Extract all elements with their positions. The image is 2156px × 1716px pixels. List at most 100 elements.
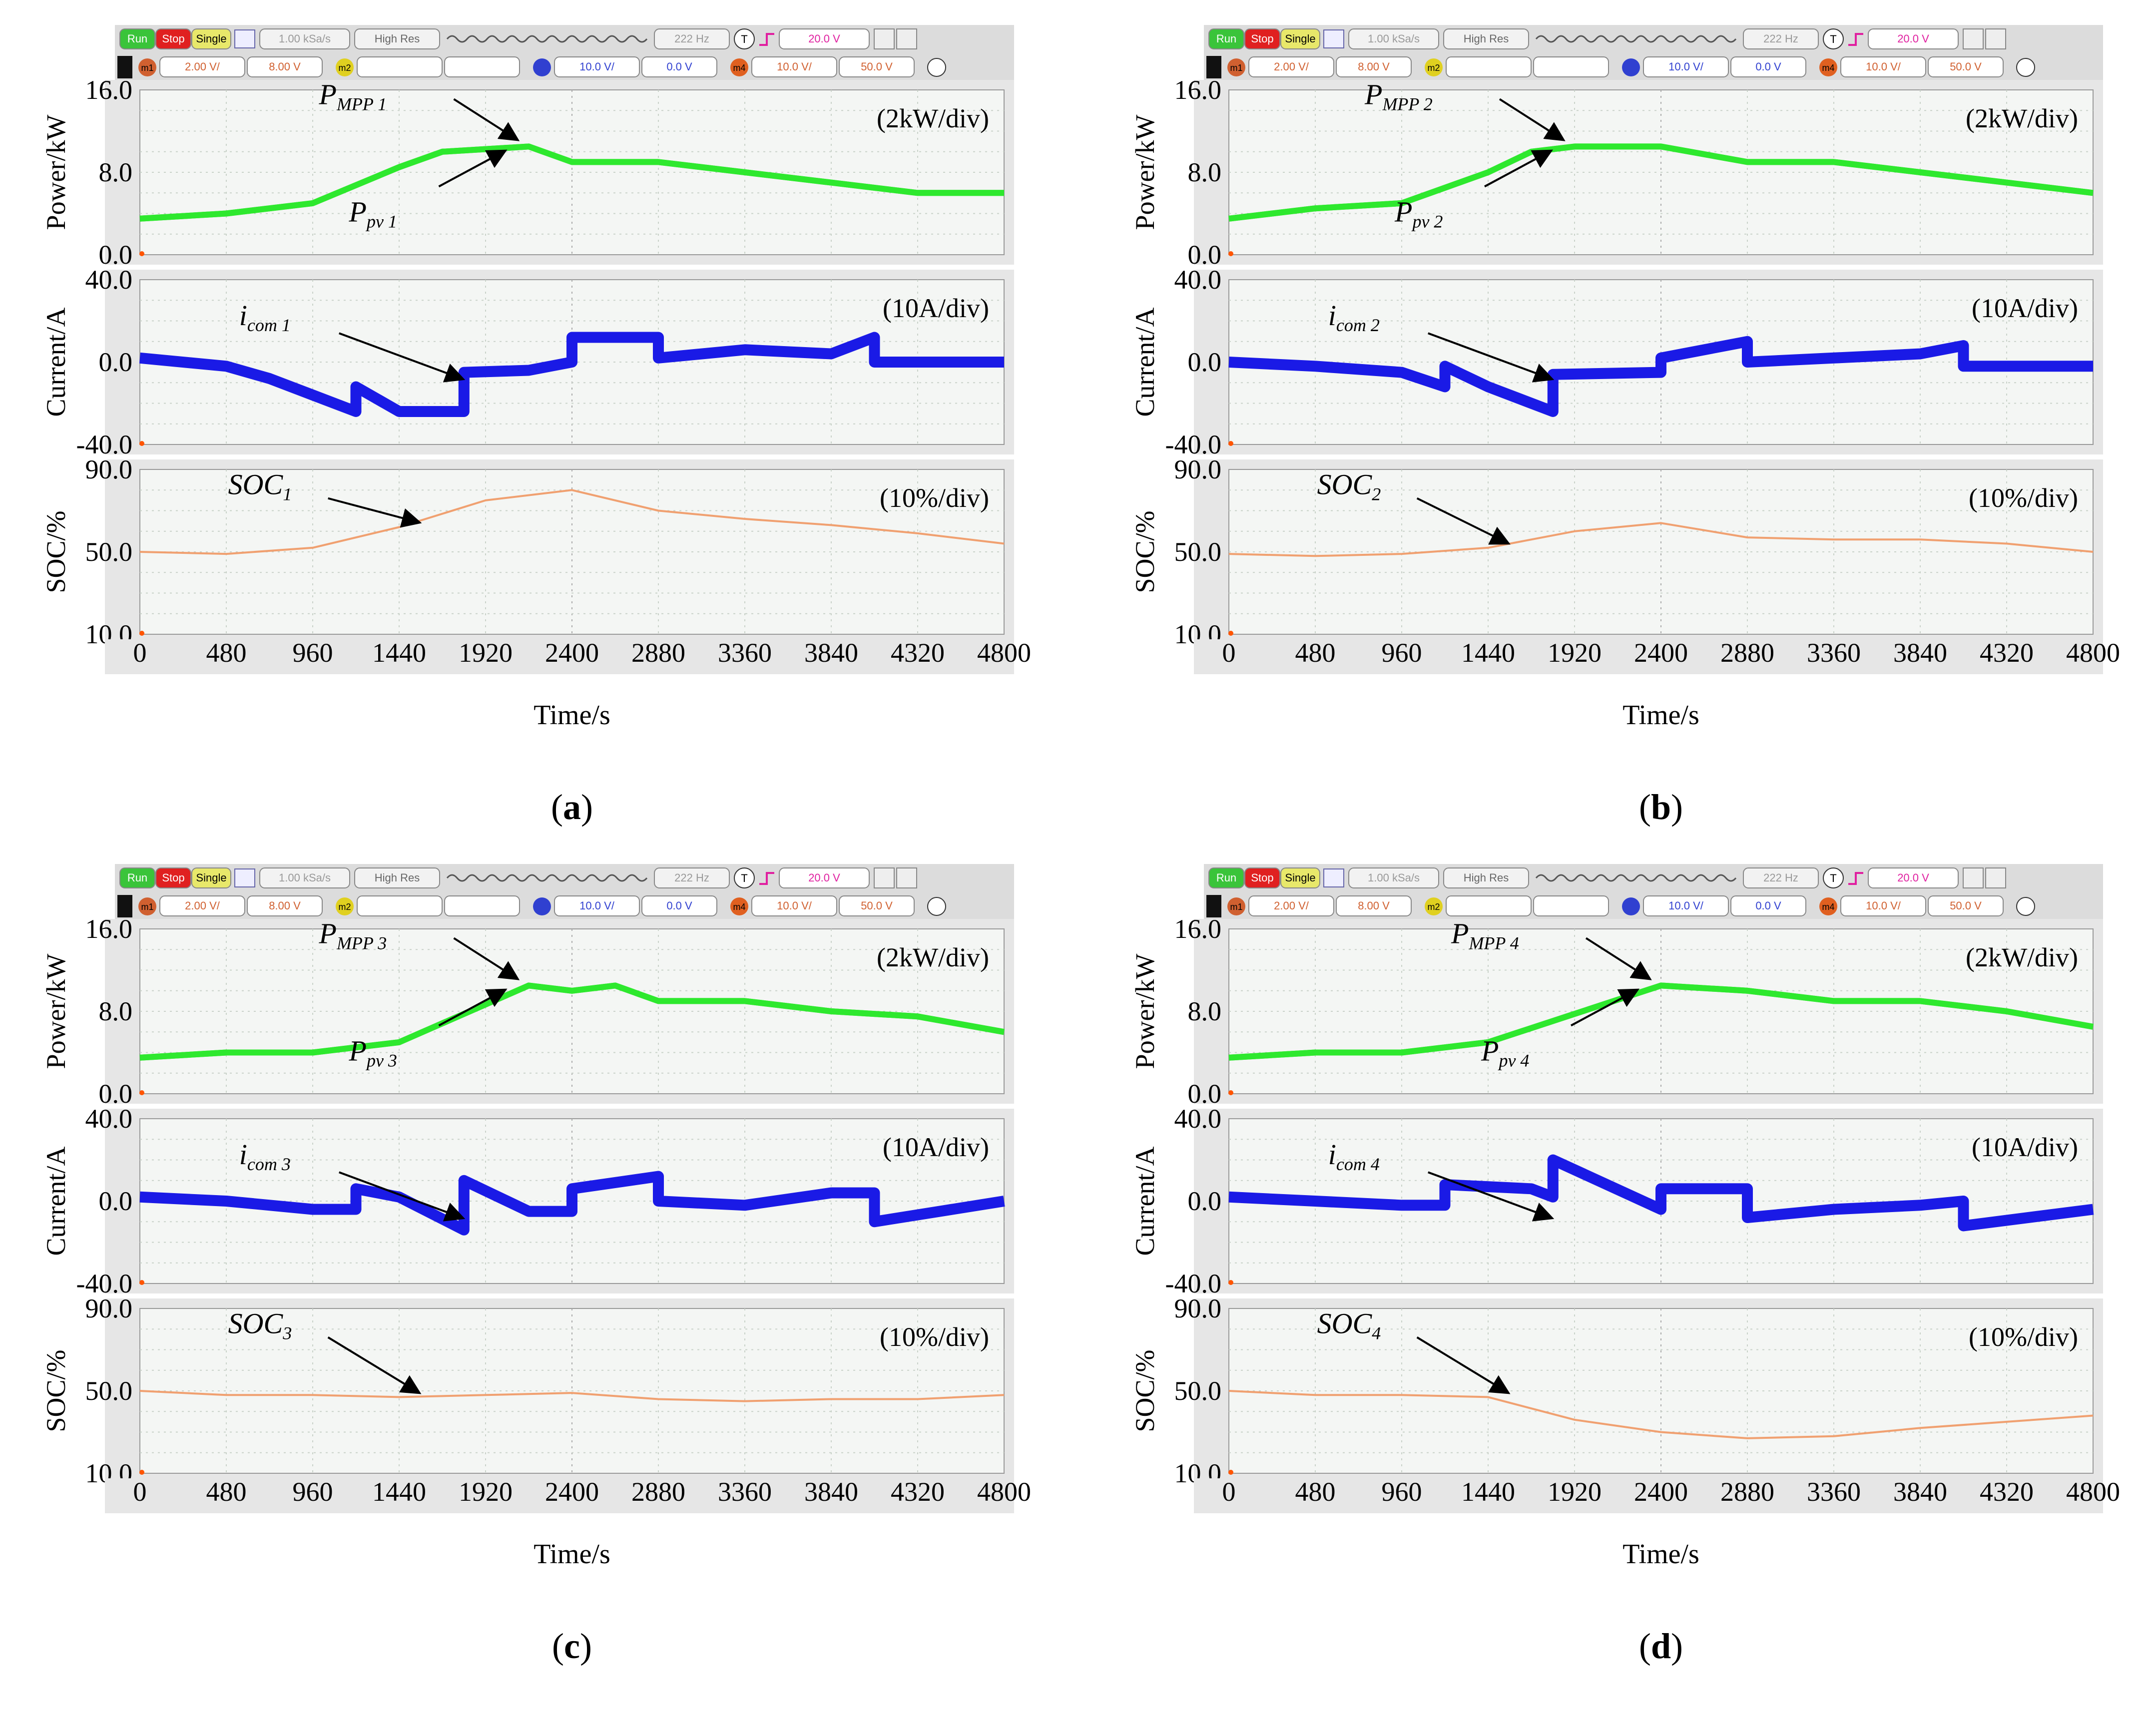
channel-badge-1[interactable] (138, 897, 156, 915)
trigger-icon[interactable] (1823, 28, 1844, 49)
channel-scale-3[interactable] (554, 895, 640, 916)
freq-readout[interactable] (654, 867, 730, 888)
channel-scale-3[interactable] (1643, 895, 1729, 916)
redo-icon[interactable] (896, 867, 917, 888)
undo-icon[interactable] (874, 867, 895, 888)
freq-readout[interactable] (1743, 867, 1819, 888)
channel-offset-1[interactable] (1336, 895, 1412, 916)
channel-scale-4[interactable] (751, 56, 837, 77)
channel-badge-2[interactable] (336, 58, 354, 76)
stop-button[interactable] (155, 28, 191, 49)
channel-offset-2[interactable] (1533, 56, 1609, 77)
channel-badge-2[interactable] (1425, 897, 1443, 915)
channel-offset-1[interactable] (247, 56, 323, 77)
channel-badge-1[interactable] (1227, 897, 1245, 915)
channel-scale-3[interactable] (554, 56, 640, 77)
acquire-icon[interactable] (1323, 868, 1344, 887)
channel-scale-2[interactable] (1446, 895, 1532, 916)
channel-badge-1[interactable] (1227, 58, 1245, 76)
redo-icon[interactable] (1985, 28, 2006, 49)
channel-menu-icon[interactable] (1206, 56, 1221, 78)
channel-badge-4[interactable] (730, 58, 748, 76)
run-button[interactable] (119, 867, 155, 888)
single-button[interactable] (1280, 28, 1320, 49)
acquire-icon[interactable] (234, 29, 255, 48)
channel-scale-4[interactable] (1840, 895, 1926, 916)
channel-offset-2[interactable] (444, 56, 520, 77)
channel-badge-3[interactable] (533, 58, 551, 76)
channel-offset-3[interactable] (641, 56, 717, 77)
single-button[interactable] (1280, 867, 1320, 888)
trigger-level-field[interactable] (779, 28, 870, 49)
channel-badge-4[interactable] (730, 897, 748, 915)
undo-icon[interactable] (1963, 28, 1984, 49)
add-channel-icon[interactable] (2016, 58, 2035, 77)
stop-button[interactable] (1244, 867, 1280, 888)
channel-menu-icon[interactable] (1206, 895, 1221, 917)
acq-mode-button[interactable] (1443, 867, 1529, 888)
sample-rate-field[interactable] (1348, 28, 1439, 49)
channel-offset-1[interactable] (1336, 56, 1412, 77)
trigger-level-field[interactable] (1868, 28, 1959, 49)
trigger-icon[interactable] (734, 28, 755, 49)
channel-offset-4[interactable] (839, 56, 915, 77)
redo-icon[interactable] (1985, 867, 2006, 888)
add-channel-icon[interactable] (927, 58, 946, 77)
channel-offset-4[interactable] (1928, 895, 2004, 916)
sample-rate-field[interactable] (259, 867, 350, 888)
freq-readout[interactable] (654, 28, 730, 49)
add-channel-icon[interactable] (927, 897, 946, 916)
channel-scale-1[interactable] (1248, 895, 1334, 916)
channel-offset-4[interactable] (839, 895, 915, 916)
sample-rate-field[interactable] (1348, 867, 1439, 888)
trigger-icon[interactable] (734, 867, 755, 888)
trigger-icon[interactable] (1823, 867, 1844, 888)
channel-offset-2[interactable] (1533, 895, 1609, 916)
add-channel-icon[interactable] (2016, 897, 2035, 916)
channel-offset-1[interactable] (247, 895, 323, 916)
channel-offset-4[interactable] (1928, 56, 2004, 77)
channel-badge-3[interactable] (1622, 58, 1640, 76)
channel-scale-2[interactable] (357, 56, 443, 77)
trigger-level-field[interactable] (1868, 867, 1959, 888)
single-button[interactable] (191, 867, 231, 888)
channel-scale-4[interactable] (751, 895, 837, 916)
channel-badge-3[interactable] (533, 897, 551, 915)
freq-readout[interactable] (1743, 28, 1819, 49)
acq-mode-button[interactable] (354, 867, 440, 888)
channel-badge-2[interactable] (336, 897, 354, 915)
run-button[interactable] (1208, 28, 1244, 49)
channel-scale-4[interactable] (1840, 56, 1926, 77)
acq-mode-button[interactable] (354, 28, 440, 49)
run-button[interactable] (1208, 867, 1244, 888)
channel-badge-2[interactable] (1425, 58, 1443, 76)
stop-button[interactable] (155, 867, 191, 888)
redo-icon[interactable] (896, 28, 917, 49)
channel-scale-1[interactable] (159, 56, 245, 77)
acq-mode-button[interactable] (1443, 28, 1529, 49)
acquire-icon[interactable] (234, 868, 255, 887)
channel-menu-icon[interactable] (117, 56, 132, 78)
sample-rate-field[interactable] (259, 28, 350, 49)
trigger-level-field[interactable] (779, 867, 870, 888)
run-button[interactable] (119, 28, 155, 49)
channel-offset-3[interactable] (641, 895, 717, 916)
acquire-icon[interactable] (1323, 29, 1344, 48)
channel-offset-2[interactable] (444, 895, 520, 916)
channel-scale-2[interactable] (357, 895, 443, 916)
channel-badge-1[interactable] (138, 58, 156, 76)
channel-scale-1[interactable] (1248, 56, 1334, 77)
undo-icon[interactable] (874, 28, 895, 49)
undo-icon[interactable] (1963, 867, 1984, 888)
channel-scale-1[interactable] (159, 895, 245, 916)
single-button[interactable] (191, 28, 231, 49)
channel-scale-3[interactable] (1643, 56, 1729, 77)
channel-offset-3[interactable] (1730, 895, 1806, 916)
channel-menu-icon[interactable] (117, 895, 132, 917)
channel-offset-3[interactable] (1730, 56, 1806, 77)
channel-scale-2[interactable] (1446, 56, 1532, 77)
channel-badge-4[interactable] (1819, 58, 1837, 76)
channel-badge-3[interactable] (1622, 897, 1640, 915)
stop-button[interactable] (1244, 28, 1280, 49)
channel-badge-4[interactable] (1819, 897, 1837, 915)
